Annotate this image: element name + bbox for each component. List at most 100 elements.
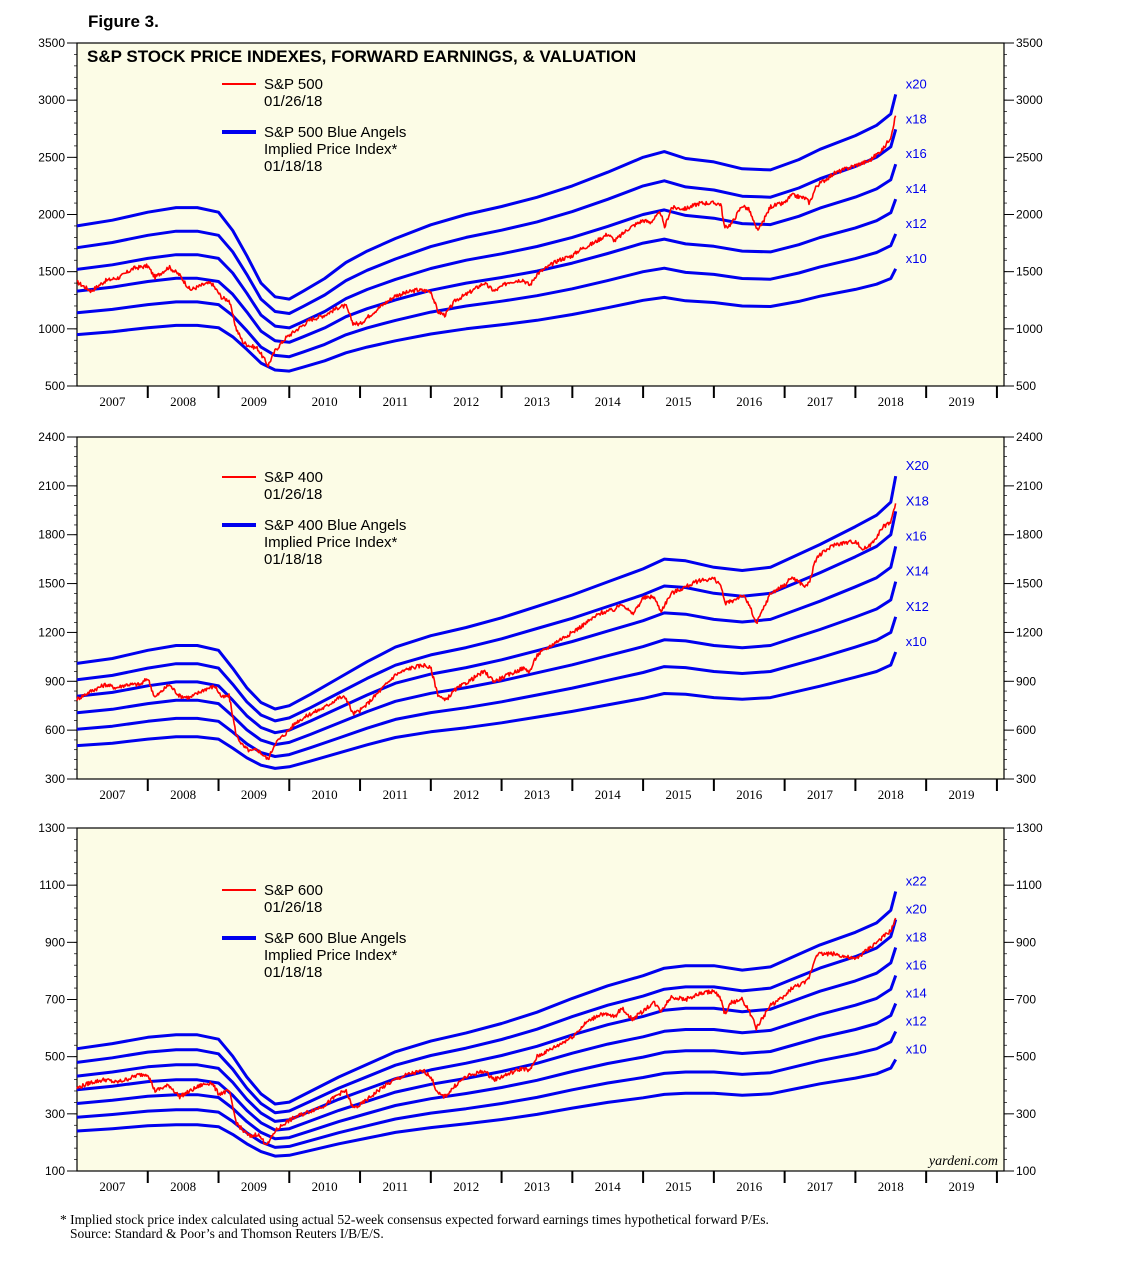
y-tick-label-left: 300 xyxy=(45,772,65,786)
x-tick-label: 2010 xyxy=(312,394,338,409)
multiple-label: x14 xyxy=(906,986,927,1001)
legend-label: S&P 600 Blue Angels xyxy=(264,930,406,947)
multiple-label: x16 xyxy=(906,957,927,972)
x-tick-label: 2011 xyxy=(383,1179,409,1194)
blue-angels-line-X12 xyxy=(76,616,898,758)
price-line xyxy=(76,503,897,761)
x-tick-label: 2009 xyxy=(241,1179,267,1194)
x-tick-label: 2009 xyxy=(241,394,267,409)
y-tick-label-left: 500 xyxy=(45,379,65,393)
y-tick-label-right: 1200 xyxy=(1016,625,1043,639)
blue-angels-line-x20 xyxy=(76,919,898,1115)
blue-angels-line-x14 xyxy=(76,1002,898,1141)
multiple-label: x14 xyxy=(906,181,927,196)
watermark: yardeni.com xyxy=(927,1154,998,1169)
y-tick-label-right: 1300 xyxy=(1016,821,1043,835)
y-tick-label-right: 1500 xyxy=(1016,265,1043,279)
y-tick-label-right: 1100 xyxy=(1016,878,1042,892)
price-line xyxy=(76,917,897,1146)
price-line xyxy=(76,115,897,368)
x-tick-label: 2019 xyxy=(949,1179,975,1194)
x-tick-label: 2012 xyxy=(453,787,479,802)
blue-angels-line-x10 xyxy=(76,1058,898,1158)
legend-label: 01/18/18 xyxy=(264,158,322,175)
x-tick-label: 2007 xyxy=(99,787,126,802)
y-tick-label-left: 2000 xyxy=(38,208,65,222)
y-tick-label-left: 1800 xyxy=(38,528,65,542)
legend-label: 01/26/18 xyxy=(264,486,322,503)
x-tick-label: 2012 xyxy=(453,394,479,409)
plot-area xyxy=(76,827,1005,1172)
plot-area xyxy=(76,436,1005,780)
x-tick-label: 2008 xyxy=(170,394,196,409)
x-tick-label: 2007 xyxy=(99,1179,126,1194)
multiple-label: x10 xyxy=(906,251,927,266)
blue-angels-line-X14 xyxy=(76,581,898,747)
x-tick-label: 2009 xyxy=(241,787,267,802)
chart-title: S&P STOCK PRICE INDEXES, FORWARD EARNING… xyxy=(87,47,636,66)
x-tick-label: 2015 xyxy=(665,787,691,802)
blue-angels-line-x22 xyxy=(76,891,898,1106)
legend-label: S&P 400 Blue Angels xyxy=(264,517,406,534)
legend-label: Implied Price Index* xyxy=(264,947,398,964)
panel-sp500: 500 500 1000 1000 1500 1500 2000 2000 2500 2500 30… xyxy=(38,36,1043,409)
y-tick-label-right: 100 xyxy=(1016,1164,1036,1178)
y-tick-label-left: 100 xyxy=(45,1164,65,1178)
y-tick-label-right: 3000 xyxy=(1016,93,1043,107)
y-tick-label-right: 500 xyxy=(1016,1050,1036,1064)
x-tick-label: 2019 xyxy=(949,394,975,409)
blue-angels-line-x12 xyxy=(76,1030,898,1149)
x-tick-label: 2018 xyxy=(878,1179,904,1194)
blue-angels-line-x10 xyxy=(76,268,898,373)
legend-label: S&P 400 xyxy=(264,469,323,486)
y-tick-label-left: 3000 xyxy=(38,93,65,107)
blue-angels-line-x16 xyxy=(76,163,898,330)
x-tick-label: 2013 xyxy=(524,394,550,409)
x-tick-label: 2013 xyxy=(524,1179,550,1194)
multiple-label: x18 xyxy=(906,929,927,944)
y-tick-label-right: 2500 xyxy=(1016,150,1043,164)
x-tick-label: 2017 xyxy=(807,787,834,802)
x-tick-label: 2013 xyxy=(524,787,550,802)
y-tick-label-left: 600 xyxy=(45,723,65,737)
figure-label: Figure 3. xyxy=(88,12,159,31)
x-tick-label: 2011 xyxy=(383,394,409,409)
y-tick-label-right: 300 xyxy=(1016,1107,1036,1121)
y-tick-label-left: 1100 xyxy=(39,878,65,892)
multiple-label: x12 xyxy=(906,216,927,231)
x-tick-label: 2018 xyxy=(878,394,904,409)
y-tick-label-right: 900 xyxy=(1016,674,1036,688)
x-tick-label: 2012 xyxy=(453,1179,479,1194)
plot-area xyxy=(76,42,1005,387)
blue-angels-line-X18 xyxy=(76,510,898,723)
x-tick-label: 2015 xyxy=(665,394,691,409)
x-tick-label: 2008 xyxy=(170,787,196,802)
blue-angels-line-x20 xyxy=(76,94,898,301)
y-tick-label-right: 2100 xyxy=(1016,479,1043,493)
x-tick-label: 2016 xyxy=(736,787,763,802)
y-tick-label-right: 700 xyxy=(1016,993,1036,1007)
x-tick-label: 2014 xyxy=(595,394,622,409)
x-tick-label: 2010 xyxy=(312,787,338,802)
legend-label: S&P 500 xyxy=(264,76,323,93)
y-tick-label-left: 500 xyxy=(45,1050,65,1064)
y-tick-label-left: 1500 xyxy=(38,577,65,591)
x-tick-label: 2015 xyxy=(665,1179,691,1194)
multiple-label: x10 xyxy=(906,1042,927,1057)
legend-label: 01/26/18 xyxy=(264,899,322,916)
panel-sp600: 100 100 300 300 500 500 700 700 900 900 1100 1100 13… xyxy=(38,821,1043,1194)
y-tick-label-left: 3500 xyxy=(38,36,65,50)
y-tick-label-right: 1800 xyxy=(1016,528,1043,542)
y-tick-label-right: 300 xyxy=(1016,772,1036,786)
y-tick-label-right: 2000 xyxy=(1016,208,1043,222)
legend-label: 01/18/18 xyxy=(264,551,322,568)
y-tick-label-left: 1300 xyxy=(38,821,65,835)
y-tick-label-left: 300 xyxy=(45,1107,65,1121)
x-tick-label: 2014 xyxy=(595,787,622,802)
y-tick-label-right: 1500 xyxy=(1016,577,1043,591)
y-tick-label-left: 1200 xyxy=(38,625,65,639)
panel-sp400: 300 300 600 600 900 900 1200 1200 1500 1500 1800 18… xyxy=(38,430,1043,802)
x-tick-label: 2016 xyxy=(736,394,763,409)
y-tick-label-left: 1500 xyxy=(38,265,65,279)
